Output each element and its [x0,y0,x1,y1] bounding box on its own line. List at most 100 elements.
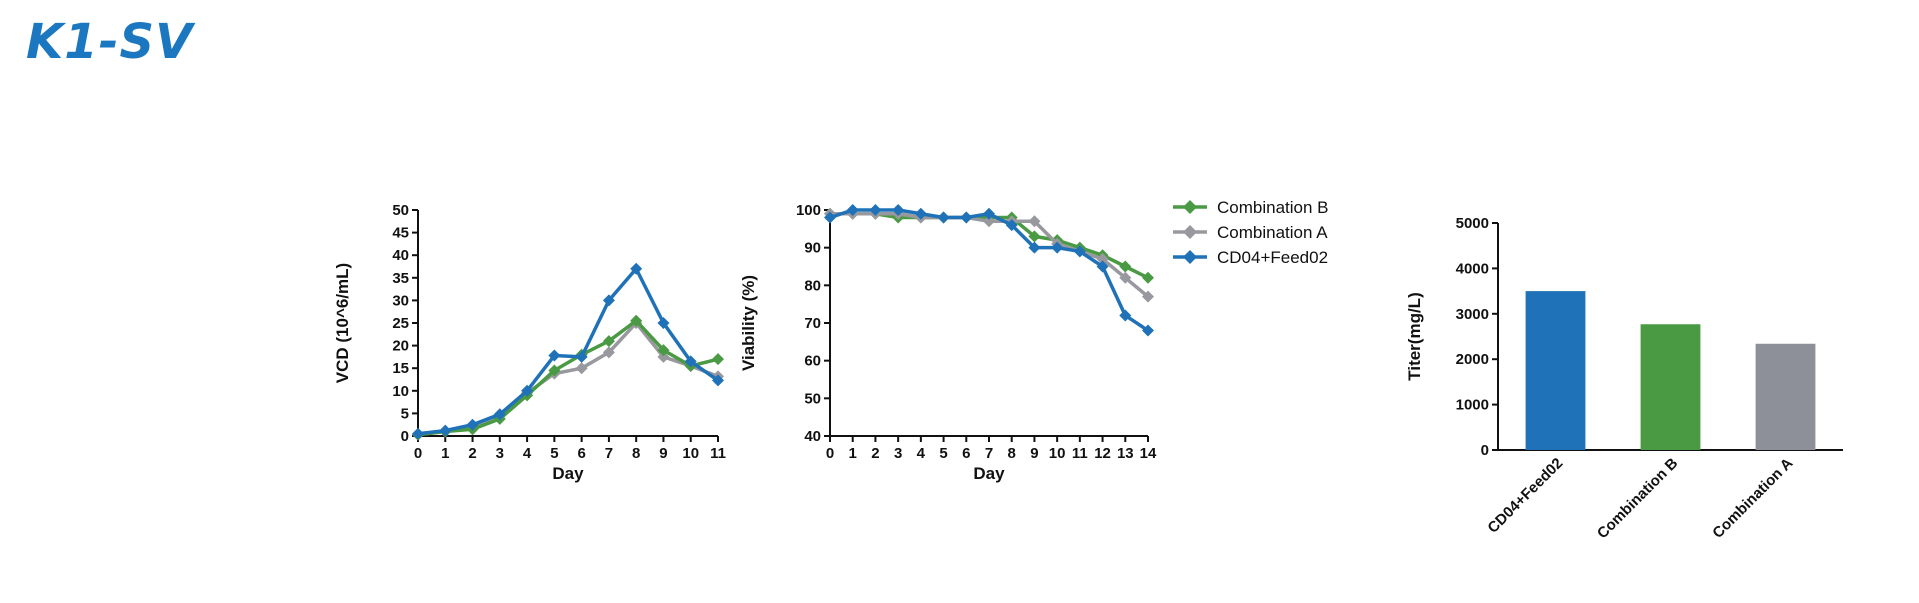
legend-swatch-marker [1183,225,1197,239]
viability-x-tick-label: 12 [1094,445,1111,462]
vcd-y-tick-label: 5 [401,405,409,422]
vcd-data-point [657,350,670,363]
viability-data-point [937,211,950,224]
legend-swatch-marker [1183,250,1197,264]
titer-y-axis-title: Titer(mg/L) [1405,292,1424,380]
titer-category-label: Combination B [1594,455,1682,543]
viability-data-point [892,204,905,216]
vcd-data-point [712,374,724,387]
vcd-data-point [412,427,424,440]
viability-x-tick-label: 11 [1072,445,1088,462]
vcd-x-tick-label: 1 [441,445,449,462]
viability-x-tick-label: 0 [826,445,834,462]
vcd-x-tick-label: 6 [577,445,585,462]
viability-x-tick-label: 6 [962,445,970,462]
viability-data-point [846,204,859,216]
viability-data-point [1119,309,1132,322]
vcd-data-point [575,362,588,375]
vcd-data-point [657,344,670,357]
vcd-x-tick-label: 0 [414,445,422,462]
viability-data-point [1028,241,1041,254]
vcd-data-point [602,335,615,348]
vcd-data-point [493,408,506,421]
viability-data-point [1142,271,1154,284]
viability-x-tick-label: 3 [894,445,902,462]
viability-x-tick-label: 9 [1030,445,1038,462]
titer-category-label: Combination A [1709,455,1796,542]
vcd-data-point [548,364,561,377]
viability-data-point [1096,252,1109,265]
legend-label: Combination A [1217,223,1328,242]
vcd-data-point [684,355,697,368]
vcd-x-tick-label: 4 [523,445,532,462]
viability-data-point [983,215,995,228]
viability-data-point [983,207,995,220]
vcd-y-tick-label: 10 [392,383,409,400]
viability-data-point [1119,271,1132,284]
viability-x-tick-label: 13 [1117,445,1134,462]
vcd-y-tick-label: 40 [392,247,409,264]
viability-legend: Combination B Combination A CD04+Feed02 [1173,198,1329,267]
vcd-x-tick-label: 11 [710,445,726,462]
vcd-y-tick-label: 45 [392,225,409,242]
viability-y-tick-label: 40 [804,428,821,445]
vcd-x-tick-label: 8 [632,445,640,462]
vcd-y-tick-label: 15 [392,360,409,377]
viability-data-point [1096,260,1109,273]
viability-x-tick-label: 4 [917,445,926,462]
viability-data-point [1073,245,1086,258]
vcd-x-axis-title: Day [552,464,584,483]
vcd-y-tick-label: 25 [392,315,409,332]
viability-data-point [824,211,836,224]
viability-y-tick-label: 80 [804,277,821,294]
viability-x-tick-label: 7 [985,445,993,462]
legend-label: CD04+Feed02 [1217,248,1328,267]
vcd-data-point [439,424,452,437]
viability-data-point [1005,219,1018,232]
vcd-data-point [602,346,615,359]
titer-y-tick-label: 1000 [1456,397,1489,414]
viability-data-point [1142,290,1154,303]
viability-data-point [1142,324,1154,337]
viability-x-tick-label: 1 [849,445,857,462]
titer-y-tick-label: 0 [1481,442,1489,459]
vcd-data-point [657,317,670,329]
titer-bar [1640,324,1701,450]
vcd-data-point [466,418,479,431]
vcd-data-point [712,353,724,366]
vcd-x-tick-label: 9 [659,445,667,462]
viability-x-axis-title: Day [973,464,1005,483]
viability-data-point [914,207,927,220]
viability-y-tick-label: 90 [804,240,821,257]
vcd-y-tick-label: 20 [392,338,409,355]
titer-y-tick-label: 2000 [1456,351,1489,368]
vcd-data-point [575,350,588,363]
viability-data-point [1051,241,1064,254]
vcd-y-tick-label: 50 [392,202,409,219]
vcd-data-point [630,314,643,327]
titer-category-label: CD04+Feed02 [1484,455,1566,537]
viability-x-tick-label: 5 [939,445,947,462]
vcd-y-tick-label: 0 [401,428,409,445]
vcd-x-tick-label: 5 [550,445,558,462]
vcd-data-point [630,262,643,275]
titer-y-tick-label: 4000 [1456,260,1489,277]
titer-y-tick-label: 3000 [1456,306,1489,323]
viability-y-tick-label: 70 [804,315,821,332]
vcd-y-axis-title: VCD (10^6/mL) [333,263,352,383]
viability-data-point [1028,230,1041,243]
page-title: K1-SV [26,14,194,70]
vcd-data-point [602,294,615,307]
vcd-x-tick-label: 7 [605,445,613,462]
titer-bar [1755,343,1816,450]
titer-y-tick-label: 5000 [1456,215,1489,232]
viability-y-axis-title: Viability (%) [739,275,758,371]
vcd-x-tick-label: 3 [496,445,504,462]
viability-y-tick-label: 60 [804,353,821,370]
viability-data-point [960,211,973,224]
